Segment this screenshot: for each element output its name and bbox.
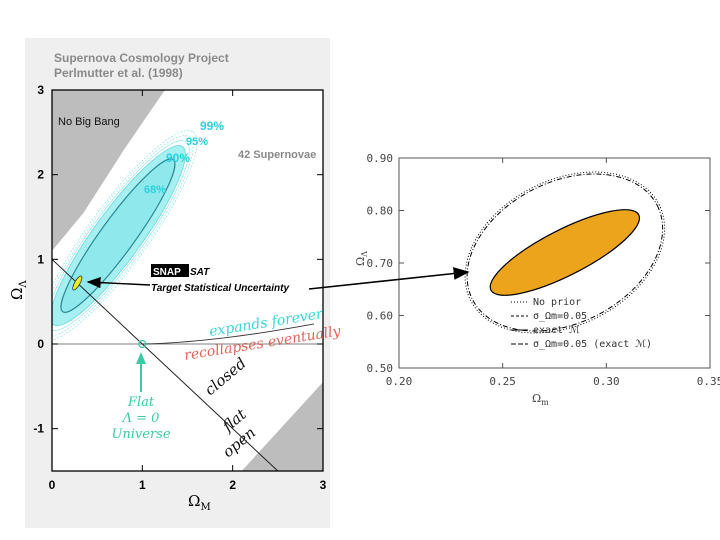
snap-label: SNAP SAT Target Statistical Uncertainty	[86, 264, 289, 294]
flat-universe-line3: Universe	[111, 427, 170, 442]
flat-lambda-zero-marker	[138, 339, 147, 349]
right-ytick-label: 0.70	[367, 257, 394, 270]
left-ytick-label: 1	[37, 252, 44, 266]
contour-95	[52, 140, 190, 332]
flat-universe-line1: Flat	[127, 395, 155, 410]
right-xtick-label: 0.20	[386, 375, 413, 388]
left-panel: Supernova Cosmology Project Perlmutter e…	[8, 38, 343, 528]
contour-99	[52, 135, 194, 336]
snap-logo-box	[151, 264, 189, 277]
cl-95-label: 95%	[186, 136, 208, 148]
cl-68-label: 68%	[144, 184, 166, 196]
legend-label: σ_Ωm=0.05	[533, 311, 587, 322]
left-ytick-label: 0	[37, 337, 44, 351]
contour-68	[60, 158, 176, 313]
left-title: Supernova Cosmology Project	[54, 51, 229, 65]
left-plot-frame	[51, 89, 324, 472]
left-ytick-label: 2	[37, 168, 44, 182]
left-plot-content	[52, 90, 323, 471]
snap-target-ellipse-shape	[72, 275, 83, 291]
right-panel: 0.20 0.25 0.30 0.35 0.50 0.60 0.70 0.80 0.90 No …	[354, 152, 720, 407]
left-xtick-label: 1	[139, 478, 146, 492]
right-xtick-label: 0.25	[489, 375, 516, 388]
right-axis-ticks: 0.20 0.25 0.30 0.35 0.50 0.60 0.70 0.80 0.90	[367, 152, 720, 388]
right-xtick-label: 0.30	[593, 375, 620, 388]
flat-universe-line2: Λ = 0	[122, 411, 160, 426]
cl-99-label: 99%	[200, 119, 224, 133]
contour-99-outer	[52, 130, 198, 341]
confidence-contours	[52, 130, 198, 341]
no-big-bang-label: No Big Bang	[58, 116, 120, 128]
snap-target-ellipse	[72, 275, 83, 291]
sat-logo-text: SAT	[190, 267, 210, 278]
left-axis-ticks: 0 1 2 3 -1 0 1 2 3	[33, 83, 326, 492]
right-ytick-label: 0.90	[367, 152, 394, 165]
legend-label: No prior	[533, 297, 581, 308]
right-ytick-label: 0.50	[367, 362, 394, 375]
left-xtick-label: 2	[229, 478, 236, 492]
flat-universe-arrow-head	[136, 352, 146, 364]
ellipse-no-prior	[464, 171, 666, 334]
left-xtick-label: 0	[49, 478, 56, 492]
legend-label: σ_Ωm=0.05 (exact ℳ)	[533, 339, 652, 350]
target-pointer-arrow	[86, 277, 151, 289]
right-xlabel: Ωm	[532, 392, 549, 407]
no-big-bang-region	[52, 90, 165, 251]
left-subtitle: Perlmutter et al. (1998)	[54, 66, 183, 80]
cl-90-label: 90%	[166, 151, 190, 165]
right-xtick-label: 0.35	[697, 375, 720, 388]
zoom-connector-arrow	[308, 267, 470, 290]
left-ytick-label: 3	[37, 83, 44, 97]
flat-universe-annotation: Flat Λ = 0 Universe	[111, 352, 171, 442]
right-ylabel: ΩΛ	[354, 251, 369, 266]
expands-recollapses-boundary	[142, 323, 315, 345]
ellipse-sigma-prior	[466, 173, 664, 332]
right-ytick-label: 0.80	[367, 205, 394, 218]
snap-logo-text: SNAP	[153, 267, 181, 278]
ellipse-exact-M	[489, 209, 641, 296]
target-uncertainty-label: Target Statistical Uncertainty	[151, 283, 289, 294]
left-ytick-label: -1	[33, 422, 44, 436]
flat-universe-line	[52, 258, 279, 471]
right-ytick-label: 0.60	[367, 310, 394, 323]
left-ylabel: ΩΛ	[8, 280, 29, 300]
right-plot-content	[464, 171, 666, 334]
legend-label: exact ℳ	[533, 325, 580, 336]
left-xtick-label: 3	[320, 478, 327, 492]
sample-label: 42 Supernovae	[238, 149, 316, 161]
lower-excluded-region	[241, 382, 323, 471]
